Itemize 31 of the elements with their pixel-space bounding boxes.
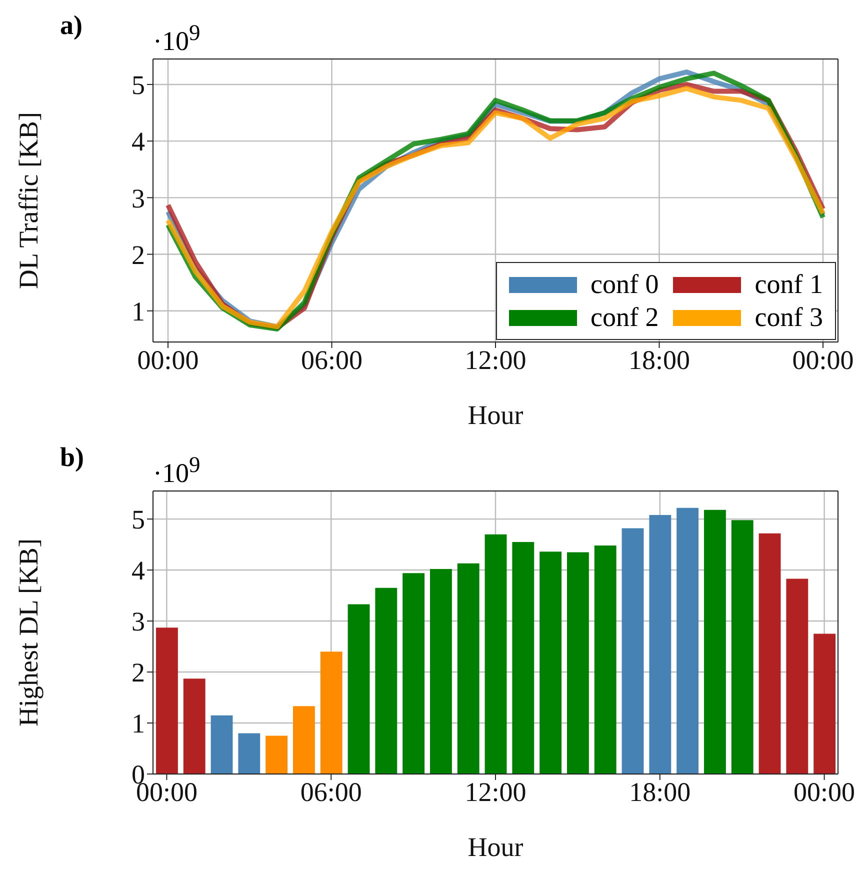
chart-title: a): [60, 10, 82, 41]
x-axis-title: Hour: [468, 400, 524, 430]
y-tick-label: 5: [132, 70, 145, 100]
x-tick-label: 06:00: [300, 345, 363, 376]
y-tick-label: 3: [132, 606, 145, 637]
x-tick-label: 06:00: [300, 777, 362, 808]
y-tick-label: 4: [132, 126, 146, 157]
y-tick-label: 2: [132, 658, 145, 688]
x-tick-label: 00:00: [137, 345, 199, 376]
y-axis-title: DL Traffic [KB]: [14, 112, 44, 289]
x-tick-label: 12:00: [464, 345, 526, 376]
x-tick-label: 18:00: [629, 777, 691, 808]
x-axis-title: Hour: [468, 832, 524, 862]
chart-title: b): [60, 442, 84, 473]
x-tick-label: 00:00: [794, 777, 856, 808]
legend-label: conf 1: [754, 269, 823, 300]
x-tick-label: 12:00: [464, 777, 526, 808]
y-tick-label: 4: [132, 556, 146, 586]
y-tick-label: 5: [132, 504, 145, 535]
legend-label: conf 0: [590, 269, 659, 300]
text: ·10$^{9}$: [153, 20, 200, 57]
legend-label: conf 3: [754, 302, 823, 333]
y-tick-label: 2: [132, 240, 145, 270]
y-tick-label: 1: [132, 708, 145, 739]
x-tick-label: 00:00: [792, 345, 854, 376]
y-tick-label: 3: [132, 183, 145, 214]
y-tick-label: 1: [132, 296, 145, 326]
x-tick-label: 18:00: [628, 345, 690, 376]
y-axis-title: Highest DL [KB]: [14, 538, 44, 726]
text: ·10$^{9}$: [153, 452, 200, 489]
legend-label: conf 2: [590, 302, 659, 333]
